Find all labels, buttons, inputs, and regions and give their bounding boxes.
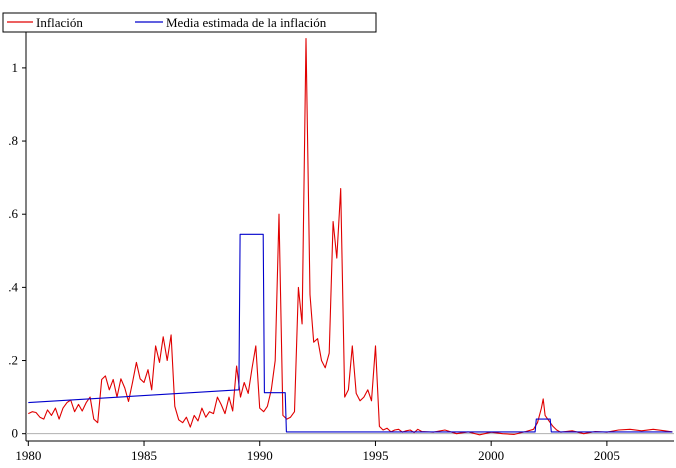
legend-label-inflacion: Inflación <box>36 15 83 30</box>
y-tick-label: .2 <box>8 353 18 368</box>
legend-box <box>2 12 377 33</box>
x-tick-label: 2000 <box>478 448 504 463</box>
series-lines <box>28 38 673 436</box>
series-line-media-estimada <box>28 233 673 433</box>
x-tick-label: 1990 <box>247 448 273 463</box>
x-tick-label: 1995 <box>362 448 388 463</box>
y-tick-label: 0 <box>12 426 19 441</box>
x-tick-label: 2005 <box>594 448 620 463</box>
axis-ticks: 1980 1985 1990 1995 2000 2005 0 .2 .4 .6 .8 1 <box>8 60 620 463</box>
series-line-inflacion <box>28 38 673 436</box>
chart-frame <box>25 24 674 442</box>
y-tick-label: 1 <box>12 60 19 75</box>
y-tick-label: .6 <box>8 206 18 221</box>
x-tick-label: 1985 <box>131 448 157 463</box>
x-tick-label: 1980 <box>15 448 41 463</box>
y-tick-label: .8 <box>8 133 18 148</box>
legend: Inflación Media estimada de la inflación <box>2 12 377 33</box>
y-tick-label: .4 <box>8 279 18 294</box>
legend-label-media-estimada: Media estimada de la inflación <box>166 15 327 30</box>
